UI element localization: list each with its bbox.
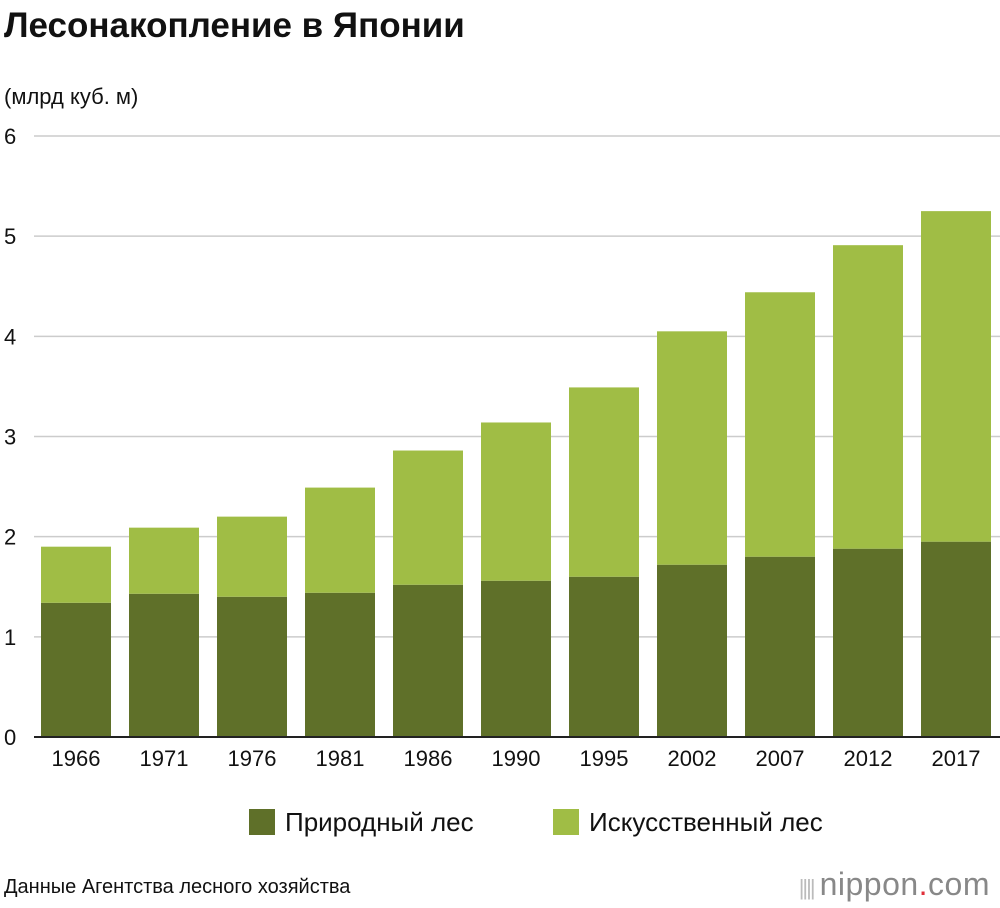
bar-natural-forest (745, 556, 815, 737)
logo-bars-icon: |||| (798, 875, 816, 900)
source-note: Данные Агентства лесного хозяйства (4, 876, 351, 898)
bar-artificial-forest (41, 546, 111, 603)
y-tick-label: 0 (4, 725, 16, 750)
x-tick-label: 1981 (316, 746, 365, 771)
x-tick-label: 2017 (932, 746, 981, 771)
x-tick-label: 1986 (404, 746, 453, 771)
x-tick-label: 2012 (844, 746, 893, 771)
x-tick-label: 1995 (580, 746, 629, 771)
bar-natural-forest (129, 593, 199, 737)
bar-artificial-forest (129, 527, 199, 594)
bar-artificial-forest (657, 331, 727, 565)
bar-natural-forest (657, 564, 727, 737)
y-tick-label: 1 (4, 625, 16, 650)
x-tick-label: 2007 (756, 746, 805, 771)
x-tick-label: 1966 (52, 746, 101, 771)
bar-artificial-forest (393, 450, 463, 585)
bar-natural-forest (41, 602, 111, 737)
y-tick-label: 5 (4, 224, 16, 249)
bar-natural-forest (569, 576, 639, 737)
legend-label: Искусственный лес (589, 807, 823, 837)
y-tick-label: 2 (4, 525, 16, 550)
bar-artificial-forest (833, 245, 903, 549)
chart-title: Лесонакопление в Японии (4, 6, 465, 45)
bar-natural-forest (833, 548, 903, 737)
bar-artificial-forest (921, 211, 991, 542)
x-tick-label: 2002 (668, 746, 717, 771)
bar-artificial-forest (745, 292, 815, 557)
legend-label: Природный лес (285, 807, 474, 837)
y-tick-label: 3 (4, 425, 16, 450)
bar-natural-forest (393, 584, 463, 737)
nippon-logo: |||| nippon.com (799, 866, 990, 903)
bar-artificial-forest (569, 387, 639, 577)
y-axis-label: (млрд куб. м) (4, 84, 139, 109)
x-tick-label: 1971 (140, 746, 189, 771)
x-tick-label: 1976 (228, 746, 277, 771)
x-tick-label: 1990 (492, 746, 541, 771)
legend-swatch (249, 809, 275, 835)
bar-artificial-forest (481, 422, 551, 581)
legend-swatch (553, 809, 579, 835)
logo-text-suffix: com (928, 866, 990, 902)
y-tick-label: 4 (4, 324, 16, 349)
logo-dot: . (918, 866, 929, 902)
bar-artificial-forest (305, 487, 375, 593)
bar-natural-forest (921, 541, 991, 737)
logo-text: nippon (819, 866, 919, 902)
bar-natural-forest (305, 592, 375, 737)
y-tick-label: 6 (4, 124, 16, 149)
bar-artificial-forest (217, 516, 287, 597)
bar-natural-forest (481, 580, 551, 737)
bar-natural-forest (217, 596, 287, 737)
